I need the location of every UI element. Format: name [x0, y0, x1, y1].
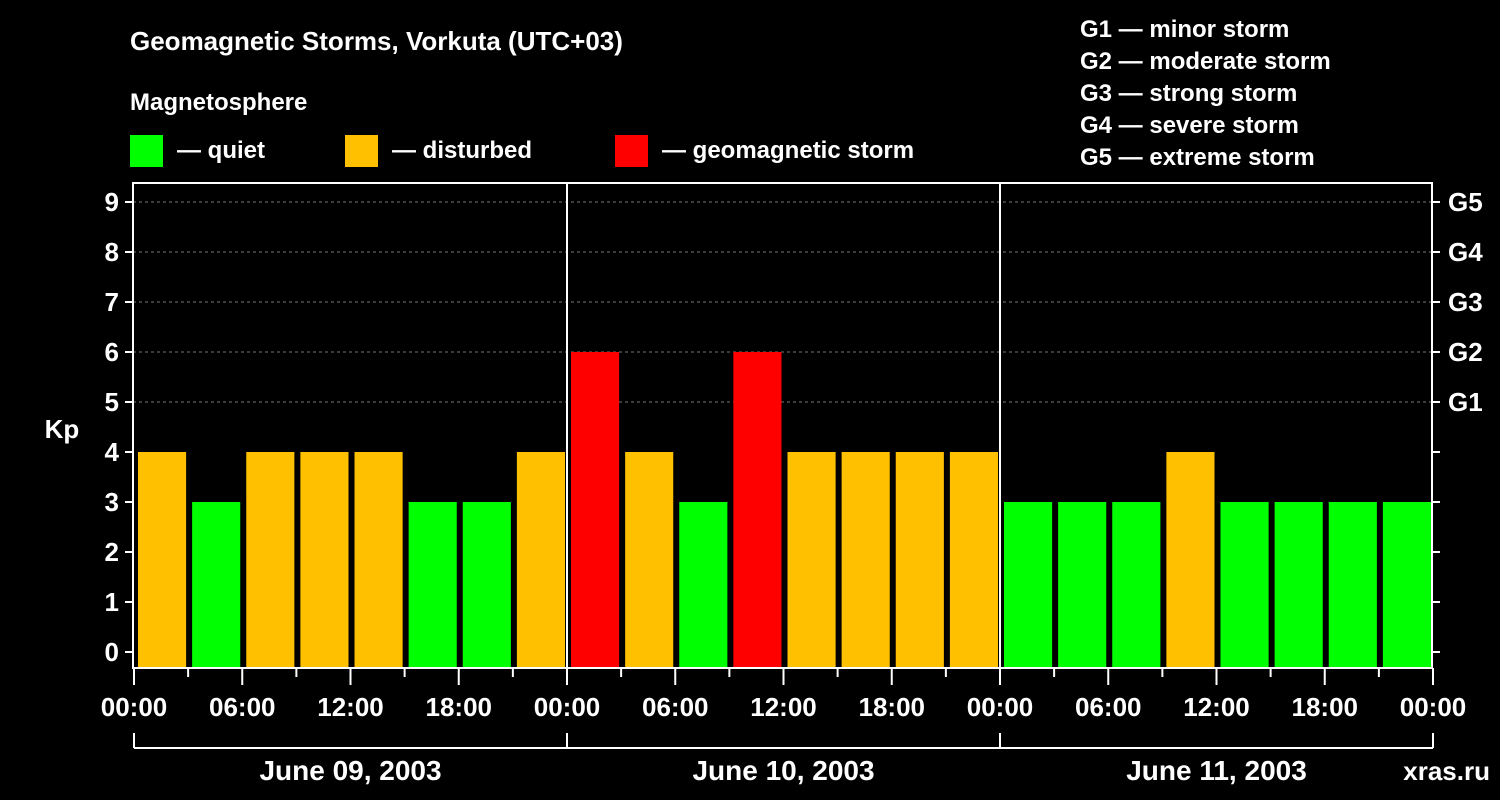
- legend-label-0: — quiet: [177, 137, 265, 164]
- x-tick-label: 00:00: [101, 692, 168, 722]
- bar: [733, 352, 782, 668]
- bar: [300, 452, 349, 668]
- storm-scale-item: G2 — moderate storm: [1080, 48, 1331, 75]
- storm-scale-item: G4 — severe storm: [1080, 112, 1299, 139]
- bar: [625, 452, 674, 668]
- x-tick-label: 06:00: [642, 692, 709, 722]
- y-tick-label: 4: [105, 437, 120, 467]
- legend-label-2: — geomagnetic storm: [662, 137, 914, 164]
- x-tick-label: 18:00: [426, 692, 493, 722]
- bar: [246, 452, 295, 668]
- x-tick-label: 12:00: [750, 692, 817, 722]
- g-scale-label: G5: [1448, 187, 1483, 217]
- x-tick-label: 12:00: [1183, 692, 1250, 722]
- y-tick-label: 6: [105, 337, 119, 367]
- x-tick-label: 00:00: [534, 692, 601, 722]
- day-label: June 10, 2003: [692, 755, 874, 786]
- x-tick-label: 12:00: [317, 692, 384, 722]
- y-tick-label: 8: [105, 237, 119, 267]
- legend-title: Magnetosphere: [130, 89, 307, 116]
- x-tick-label: 00:00: [1400, 692, 1467, 722]
- g-scale-label: G3: [1448, 287, 1483, 317]
- storm-scale-item: G3 — strong storm: [1080, 80, 1297, 107]
- x-tick-label: 06:00: [209, 692, 276, 722]
- x-tick-label: 18:00: [1292, 692, 1359, 722]
- day-label: June 09, 2003: [259, 755, 441, 786]
- bar: [408, 502, 457, 668]
- x-tick-label: 06:00: [1075, 692, 1142, 722]
- bar: [1058, 502, 1107, 668]
- bar: [895, 452, 944, 668]
- bar: [1004, 502, 1053, 668]
- g-scale-label: G1: [1448, 387, 1483, 417]
- g-scale-label: G2: [1448, 337, 1483, 367]
- bar: [841, 452, 890, 668]
- bar: [1274, 502, 1323, 668]
- g-scale-label: G4: [1448, 237, 1483, 267]
- legend-swatch-2: [615, 135, 648, 167]
- bar: [138, 452, 187, 668]
- x-tick-label: 00:00: [967, 692, 1034, 722]
- legend: — quiet — disturbed — geomagnetic storm: [130, 135, 914, 167]
- y-tick-label: 3: [105, 487, 119, 517]
- y-axis-label: Kp: [45, 414, 80, 444]
- bar: [1220, 502, 1269, 668]
- bar: [1112, 502, 1161, 668]
- bar: [1328, 502, 1377, 668]
- y-tick-label: 7: [105, 287, 119, 317]
- x-tick-label: 18:00: [859, 692, 926, 722]
- day-label: June 11, 2003: [1126, 755, 1307, 786]
- y-tick-label: 9: [105, 187, 119, 217]
- bar: [679, 502, 728, 668]
- bar: [192, 502, 241, 668]
- y-tick-label: 0: [105, 637, 119, 667]
- bar: [516, 452, 565, 668]
- bar: [949, 452, 998, 668]
- watermark: xras.ru: [1403, 756, 1490, 786]
- bar: [1166, 452, 1215, 668]
- storm-scale-item: G5 — extreme storm: [1080, 144, 1315, 171]
- storm-scale-legend: G1 — minor storm G2 — moderate storm G3 — …: [1080, 16, 1331, 171]
- bar: [462, 502, 511, 668]
- y-tick-label: 5: [105, 387, 119, 417]
- storm-scale-item: G1 — minor storm: [1080, 16, 1289, 43]
- bar: [354, 452, 403, 668]
- bar: [787, 452, 836, 668]
- bar: [571, 352, 620, 668]
- y-tick-label: 1: [105, 587, 119, 617]
- legend-swatch-1: [345, 135, 378, 167]
- y-tick-label: 2: [105, 537, 119, 567]
- legend-swatch-0: [130, 135, 163, 167]
- chart-title: Geomagnetic Storms, Vorkuta (UTC+03): [130, 26, 623, 56]
- legend-label-1: — disturbed: [392, 137, 532, 164]
- bar: [1382, 502, 1431, 668]
- plot-area: 0 1 2 3 4 5 6 7 8 9 G1 G2 G3 G4 G5 00:00 06:00 12:00 18:00…: [101, 182, 1483, 786]
